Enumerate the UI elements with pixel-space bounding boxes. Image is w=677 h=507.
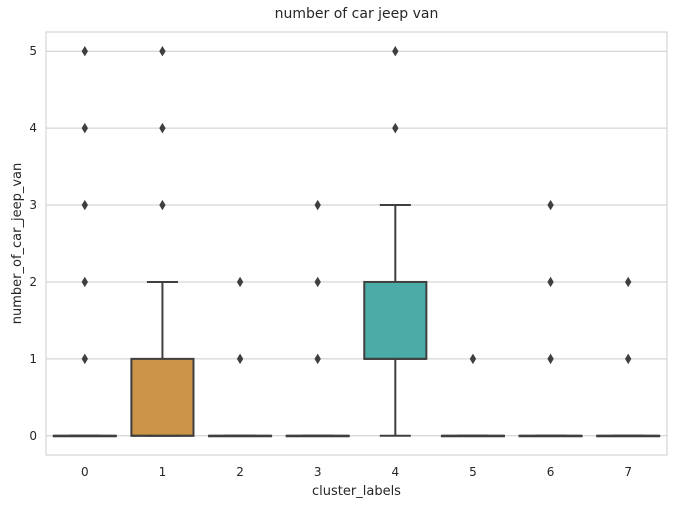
outlier-point [547,199,554,211]
outlier-point [314,199,321,211]
box-body [363,280,428,360]
x-tick-label-0: 0 [81,465,89,479]
outlier-point [81,276,89,288]
x-tick-label-5: 5 [469,465,477,479]
y-tick-label-3: 3 [29,198,37,212]
box-4 [363,46,428,437]
outlier-point [159,199,166,211]
outlier-point [469,353,477,365]
y-tick-label-1: 1 [29,352,37,366]
y-tick-label-4: 4 [29,121,37,135]
boxes [52,46,661,438]
x-tick-label-1: 1 [159,465,167,479]
x-tick-label-2: 2 [236,465,244,479]
outlier-point [81,353,89,365]
outlier-point [159,122,166,134]
plot-frame [45,31,668,456]
x-tick-label-7: 7 [624,465,632,479]
x-tick-labels: 0 1 2 3 4 5 6 7 [81,465,632,479]
outlier-point [236,276,244,288]
outlier-point [624,353,632,365]
box-7 [596,276,661,438]
y-tick-labels: 0 1 2 3 4 5 [29,44,37,443]
x-tick-label-6: 6 [547,465,555,479]
box-6 [518,199,583,438]
chart-title: number of car jeep van [275,6,439,22]
box-body [130,357,195,437]
y-tick-label-2: 2 [29,275,37,289]
outlier-point [236,353,244,365]
outlier-point [314,276,321,288]
outlier-point [392,46,399,57]
outlier-point [392,122,399,134]
box-3 [285,199,350,438]
outlier-point [81,122,89,134]
y-tick-label-5: 5 [29,44,37,58]
outlier-point [159,46,166,57]
outlier-point [624,276,632,288]
outlier-point [314,353,321,365]
box-0 [52,46,117,438]
outlier-point [81,199,89,211]
outlier-point [81,46,89,57]
x-axis-label: cluster_labels [312,484,401,499]
y-tick-label-0: 0 [29,429,37,443]
outlier-point [547,353,554,365]
x-tick-label-3: 3 [314,465,322,479]
box-2 [208,276,273,438]
x-tick-label-4: 4 [391,465,399,479]
outlier-point [547,276,554,288]
y-axis-label: number_of_car_jeep_van [10,163,25,324]
box-5 [440,353,505,438]
box-1 [130,46,195,437]
